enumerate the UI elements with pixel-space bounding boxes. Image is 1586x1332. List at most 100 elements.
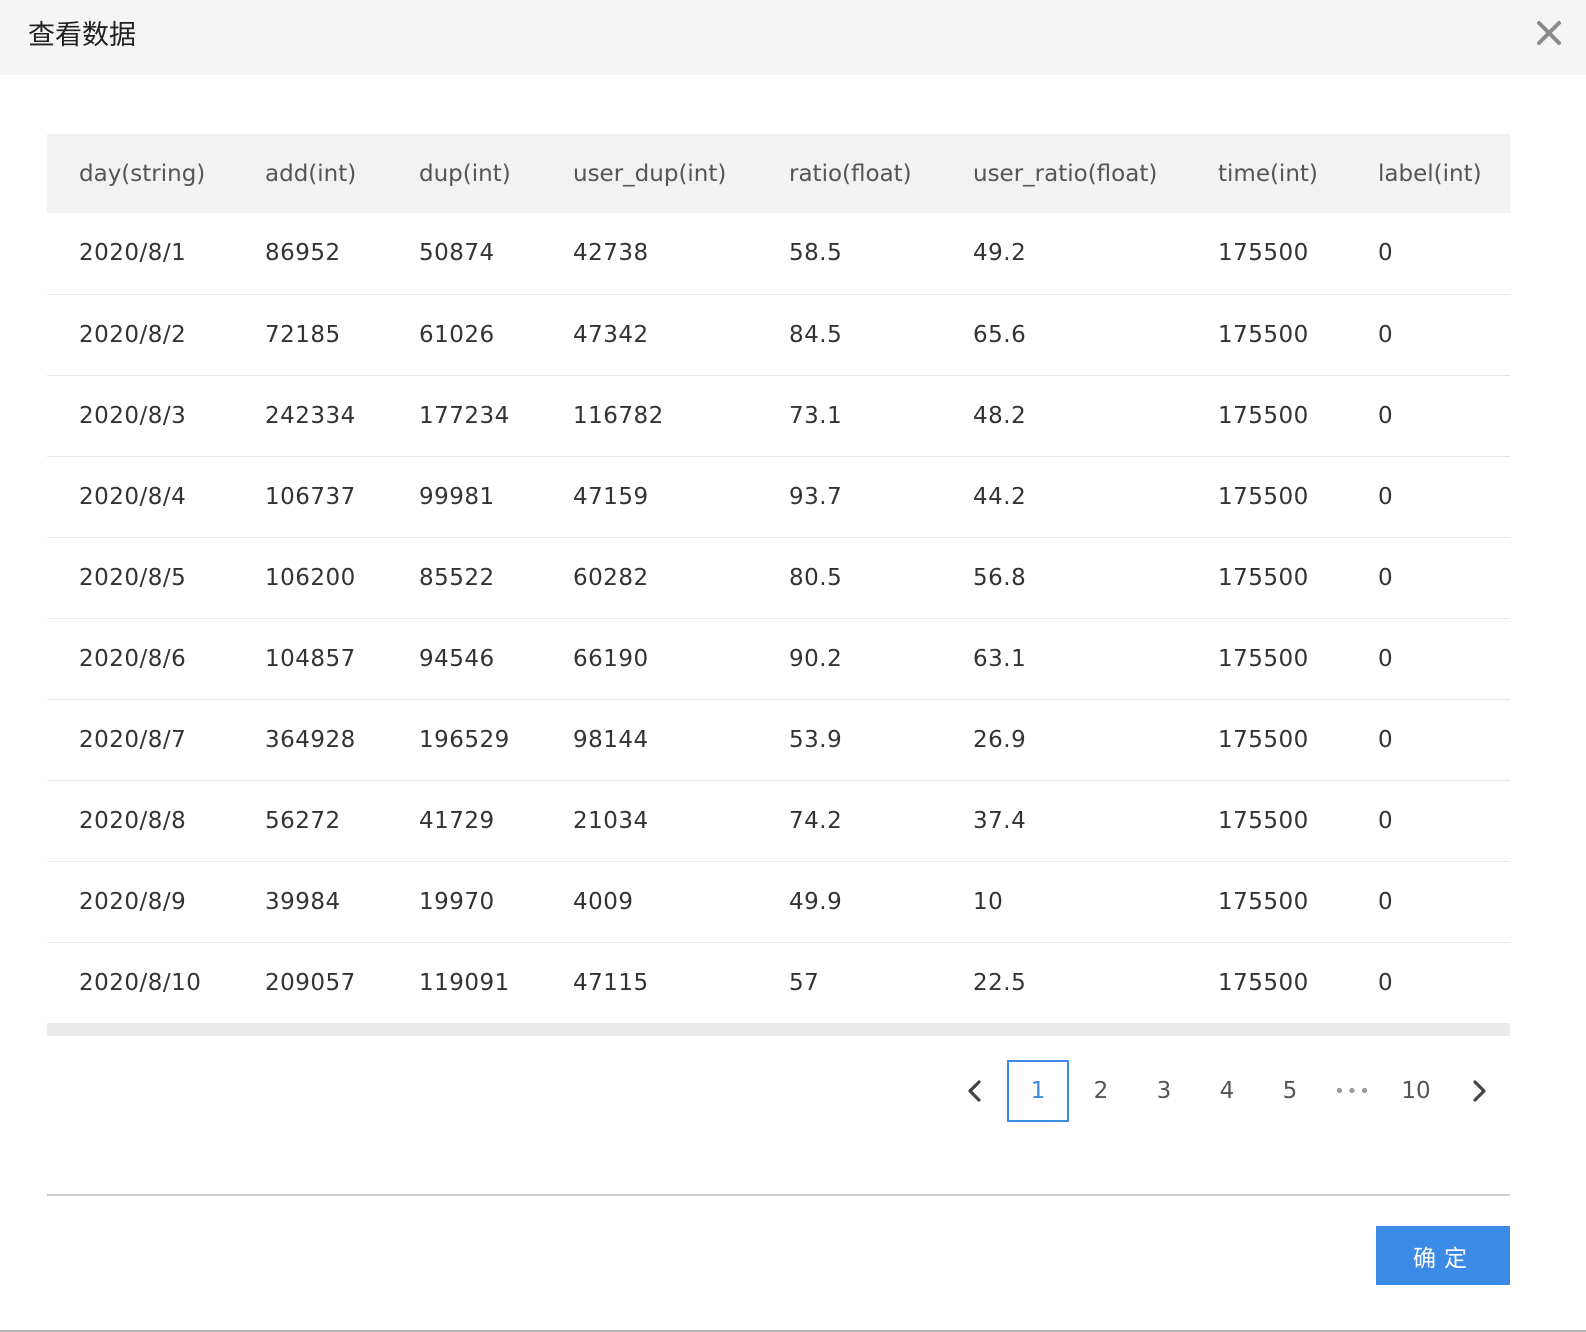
- table-cell: 63.1: [973, 645, 1027, 672]
- table-cell: 175500: [1218, 969, 1309, 996]
- table-cell: 72185: [265, 321, 341, 348]
- table-header-row: day(string) add(int) dup(int) user_dup(int)…: [47, 134, 1510, 213]
- table-cell: 106200: [265, 564, 356, 591]
- table-cell: 177234: [419, 402, 510, 429]
- table-cell: 175500: [1218, 402, 1309, 429]
- table-cell: 2020/8/2: [79, 321, 187, 348]
- column-header: add(int): [265, 160, 357, 187]
- table-cell: 42738: [573, 240, 649, 267]
- table-cell: 119091: [419, 969, 510, 996]
- table-cell: 44.2: [973, 483, 1027, 510]
- horizontal-scrollbar[interactable]: [47, 1023, 1510, 1036]
- page-button-4[interactable]: 4: [1219, 1078, 1235, 1104]
- table-cell: 175500: [1218, 807, 1309, 834]
- table-cell: 116782: [573, 402, 664, 429]
- table-cell: 37.4: [973, 807, 1027, 834]
- table-cell: 2020/8/6: [79, 645, 187, 672]
- table-cell: 0: [1378, 402, 1394, 429]
- page-button-5[interactable]: 5: [1282, 1078, 1298, 1104]
- table-cell: 175500: [1218, 888, 1309, 915]
- table-cell: 48.2: [973, 402, 1027, 429]
- table-cell: 57: [789, 969, 820, 996]
- table-cell: 86952: [265, 240, 341, 267]
- page-ellipsis[interactable]: •••: [1334, 1080, 1372, 1102]
- table-cell: 0: [1378, 483, 1394, 510]
- chevron-right-icon: [1473, 1080, 1486, 1102]
- table-cell: 98144: [573, 726, 649, 753]
- table-cell: 41729: [419, 807, 495, 834]
- data-table-container: day(string) add(int) dup(int) user_dup(int)…: [47, 134, 1510, 1036]
- table-cell: 21034: [573, 807, 649, 834]
- table-cell: 175500: [1218, 564, 1309, 591]
- table-cell: 47159: [573, 483, 649, 510]
- column-header: label(int): [1378, 160, 1482, 187]
- table-cell: 364928: [265, 726, 356, 753]
- table-cell: 61026: [419, 321, 495, 348]
- table-row: 2020/8/6 104857 94546 66190 90.2 63.1 175500 0: [47, 618, 1510, 699]
- table-cell: 104857: [265, 645, 356, 672]
- table-cell: 175500: [1218, 645, 1309, 672]
- table-cell: 53.9: [789, 726, 843, 753]
- confirm-button[interactable]: 确定: [1376, 1226, 1510, 1285]
- table-cell: 2020/8/8: [79, 807, 187, 834]
- column-header: day(string): [79, 160, 206, 187]
- prev-page-button[interactable]: [944, 1060, 1006, 1122]
- column-header: user_ratio(float): [973, 160, 1158, 187]
- table-cell: 0: [1378, 888, 1394, 915]
- table-row: 2020/8/3 242334 177234 116782 73.1 48.2 175500…: [47, 375, 1510, 456]
- page-button-1[interactable]: 1: [1007, 1060, 1069, 1122]
- table-cell: 84.5: [789, 321, 843, 348]
- table-cell: 66190: [573, 645, 649, 672]
- table-cell: 47342: [573, 321, 649, 348]
- table-cell: 209057: [265, 969, 356, 996]
- table-cell: 60282: [573, 564, 649, 591]
- table-cell: 93.7: [789, 483, 843, 510]
- table-cell: 175500: [1218, 321, 1309, 348]
- table-cell: 56272: [265, 807, 341, 834]
- table-row: 2020/8/10 209057 119091 47115 57 22.5 175500 0: [47, 942, 1510, 1023]
- table-cell: 2020/8/10: [79, 969, 202, 996]
- table-cell: 2020/8/7: [79, 726, 187, 753]
- table-cell: 175500: [1218, 726, 1309, 753]
- table-cell: 47115: [573, 969, 649, 996]
- table-cell: 0: [1378, 564, 1394, 591]
- footer-divider: [47, 1194, 1510, 1196]
- table-cell: 0: [1378, 645, 1394, 672]
- table-cell: 80.5: [789, 564, 843, 591]
- table-row: 2020/8/2 72185 61026 47342 84.5 65.6 175500 0: [47, 294, 1510, 375]
- page-button-2[interactable]: 2: [1093, 1078, 1109, 1104]
- table-cell: 2020/8/3: [79, 402, 187, 429]
- close-button[interactable]: [1534, 18, 1564, 48]
- chevron-left-icon: [968, 1080, 981, 1102]
- dialog-title: 查看数据: [28, 20, 136, 51]
- page-button-last[interactable]: 10: [1401, 1078, 1431, 1104]
- table-cell: 39984: [265, 888, 341, 915]
- table-cell: 85522: [419, 564, 495, 591]
- table-cell: 0: [1378, 807, 1394, 834]
- table-cell: 74.2: [789, 807, 843, 834]
- table-cell: 2020/8/5: [79, 564, 187, 591]
- table-cell: 49.2: [973, 240, 1027, 267]
- page-button-3[interactable]: 3: [1156, 1078, 1172, 1104]
- table-cell: 10: [973, 888, 1004, 915]
- next-page-button[interactable]: [1448, 1060, 1510, 1122]
- table-cell: 106737: [265, 483, 356, 510]
- table-body: 2020/8/1 86952 50874 42738 58.5 49.2 175500 0 20…: [47, 213, 1510, 1023]
- table-row: 2020/8/9 39984 19970 4009 49.9 10 175500 0: [47, 861, 1510, 942]
- data-table: day(string) add(int) dup(int) user_dup(int)…: [47, 134, 1510, 1023]
- close-icon: [1537, 21, 1561, 45]
- table-cell: 90.2: [789, 645, 843, 672]
- table-row: 2020/8/7 364928 196529 98144 53.9 26.9 175500 0: [47, 699, 1510, 780]
- table-cell: 65.6: [973, 321, 1027, 348]
- table-cell: 49.9: [789, 888, 843, 915]
- table-cell: 50874: [419, 240, 495, 267]
- table-cell: 56.8: [973, 564, 1027, 591]
- table-cell: 4009: [573, 888, 634, 915]
- dialog-header: 查看数据: [0, 0, 1586, 75]
- column-header: time(int): [1218, 160, 1318, 187]
- table-cell: 22.5: [973, 969, 1027, 996]
- table-cell: 73.1: [789, 402, 843, 429]
- table-cell: 175500: [1218, 483, 1309, 510]
- table-cell: 99981: [419, 483, 495, 510]
